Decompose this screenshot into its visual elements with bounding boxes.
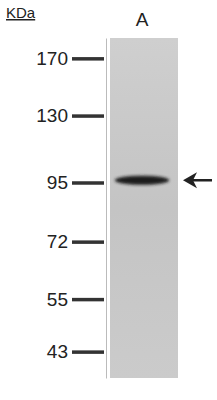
blot-figure: 43 55 72 95 130 170 KDa A (0, 0, 217, 400)
tick: 55 (47, 289, 104, 310)
lanes (110, 38, 178, 378)
tick-mark (72, 114, 104, 118)
tick-label: 72 (47, 231, 68, 252)
tick: 43 (47, 341, 104, 362)
tick-mark (72, 298, 104, 302)
tick-label: 95 (47, 172, 68, 193)
band (115, 176, 169, 185)
lane-label: A (136, 9, 149, 30)
arrow-head (183, 172, 197, 188)
tick-label: 130 (36, 105, 68, 126)
tick: 170 (36, 48, 104, 69)
tick-mark (72, 240, 104, 244)
bands (115, 176, 169, 185)
tick: 95 (47, 172, 104, 193)
axis-line (106, 39, 107, 379)
arrow-shaft (192, 179, 212, 182)
tick-label: 170 (36, 48, 68, 69)
arrow (183, 172, 212, 188)
tick-mark (72, 350, 104, 354)
tick: 72 (47, 231, 104, 252)
lane (110, 38, 178, 378)
axis-title: KDa (6, 4, 36, 21)
tick-mark (72, 57, 104, 61)
lane-labels: A (136, 9, 149, 30)
tick: 130 (36, 105, 104, 126)
tick-mark (72, 181, 104, 185)
tick-label: 55 (47, 289, 68, 310)
tick-label: 43 (47, 341, 68, 362)
marker-axis: 43 55 72 95 130 170 (36, 39, 106, 379)
